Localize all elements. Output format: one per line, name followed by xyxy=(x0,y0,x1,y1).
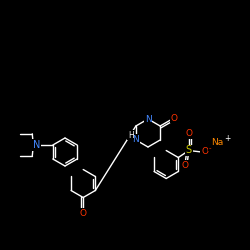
Text: N: N xyxy=(144,116,152,124)
Text: -: - xyxy=(208,145,211,151)
Text: H: H xyxy=(128,130,134,140)
Text: O: O xyxy=(201,148,208,156)
Text: O: O xyxy=(80,209,87,218)
Text: N: N xyxy=(132,134,139,143)
Text: O: O xyxy=(182,161,189,170)
Text: N: N xyxy=(32,140,40,150)
Text: S: S xyxy=(186,146,192,156)
Text: Na: Na xyxy=(212,138,224,147)
Text: O: O xyxy=(170,114,177,122)
Text: O: O xyxy=(185,130,192,138)
Text: +: + xyxy=(224,134,231,143)
